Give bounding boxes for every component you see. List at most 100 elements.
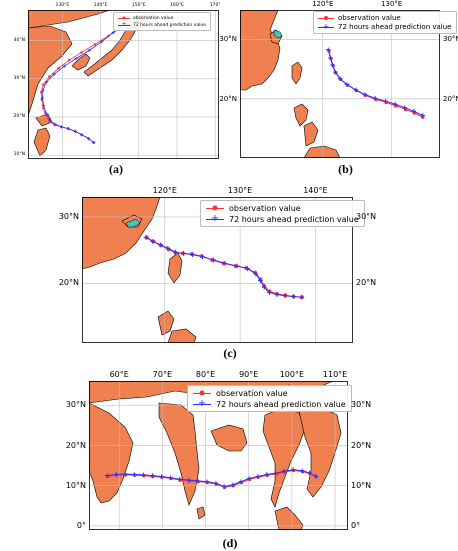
prediction-point [165, 245, 171, 251]
legend-prediction-label-b: 72 hours ahead prediction value [338, 23, 452, 31]
map-d [89, 381, 348, 530]
prediction-point [353, 87, 359, 93]
latitude-tick-label: 0° [351, 521, 361, 531]
longitude-tick-label: 80°E [195, 370, 216, 379]
prediction-point [190, 252, 196, 258]
prediction-point [41, 88, 45, 92]
legend-prediction-b: + 72 hours ahead prediction value [318, 23, 452, 31]
graticule-a [28, 10, 219, 159]
caption-a: (a) [109, 162, 123, 176]
prediction-point [62, 64, 66, 68]
prediction-point [330, 62, 335, 68]
prediction-point [195, 478, 200, 484]
prediction-point [372, 96, 378, 101]
prediction-point [332, 69, 338, 75]
prediction-point [48, 118, 52, 122]
legend-prediction-d: + 72 hours ahead prediction value [193, 399, 346, 409]
prediction-point [264, 472, 270, 477]
prediction-point [344, 82, 350, 87]
land-c [82, 197, 197, 343]
longitude-tick-label: 120°E [152, 186, 177, 195]
prediction-point [53, 122, 57, 126]
prediction-point [204, 479, 210, 484]
prediction-point [211, 257, 217, 263]
observation-point [80, 51, 83, 54]
prediction-point [362, 92, 368, 97]
longitude-tick-label: 100°E [279, 370, 305, 379]
graticule-b [240, 10, 440, 158]
map-frame [240, 10, 440, 158]
legend-observation-label-b: observation value [338, 14, 401, 22]
prediction-point [74, 56, 78, 61]
map-frame [28, 10, 219, 159]
legend-prediction-a: + 72 hours ahead prediction value [118, 22, 206, 28]
prediction-point [282, 293, 288, 299]
prediction-point [300, 468, 305, 474]
prediction-point [420, 113, 425, 118]
longitude-tick-label: 90°E [239, 370, 259, 379]
prediction-point [150, 239, 156, 244]
prediction-line [327, 49, 423, 116]
prediction-point [213, 481, 219, 486]
latitude-tick-label: 30°N [65, 400, 86, 410]
legend-observation-a: observation value [118, 15, 206, 21]
prediction-point [177, 477, 182, 482]
prediction-point [328, 55, 333, 61]
longitude-tick-label: 160°E [170, 2, 184, 8]
prediction-point [66, 127, 71, 131]
prediction-track-b [326, 47, 425, 118]
legend-observation-b: observation value [318, 14, 452, 22]
observation-point [48, 75, 51, 78]
map-b-canvas [240, 10, 440, 158]
prediction-point [52, 72, 56, 76]
observation-marker-c [206, 203, 224, 213]
prediction-point [221, 484, 227, 489]
longitude-tick-label: 140°E [93, 2, 108, 8]
latitude-tick-label: 30°N [351, 400, 372, 410]
observation-point [40, 90, 43, 94]
longitude-tick-label: 60°E [109, 370, 129, 379]
observation-point [67, 58, 71, 62]
prediction-track-c [143, 235, 305, 300]
longitude-tick-label: 140°E [303, 186, 328, 195]
latitude-tick-label: 0° [76, 521, 86, 531]
prediction-point [104, 473, 110, 478]
panel-c: observation value + 72 hours ahead predi… [40, 182, 420, 360]
observation-line [328, 50, 423, 118]
latitude-tick-label: 30°N [13, 76, 25, 82]
legend-observation-label-c: observation value [229, 203, 301, 213]
prediction-point [299, 294, 305, 300]
land-b [240, 10, 341, 158]
panel-b: observation value + 72 hours ahead predi… [219, 0, 458, 178]
prediction-point [168, 475, 173, 480]
prediction-point [274, 292, 280, 297]
prediction-point [172, 249, 178, 255]
longitude-tick-label: 70°E [152, 370, 172, 379]
observation-marker-a [118, 15, 130, 21]
latitude-tick-label: 20°N [58, 278, 79, 288]
longitude-tick-label: 130°E [227, 186, 253, 195]
prediction-point [157, 242, 163, 248]
prediction-point [80, 133, 84, 137]
prediction-point [245, 266, 251, 272]
longitude-tick-label: 150°E [131, 2, 146, 8]
map-a-canvas [28, 10, 219, 159]
prediction-point [92, 140, 96, 145]
observation-point [42, 83, 45, 86]
prediction-point [111, 30, 115, 35]
longitude-tick-label: 130°E [55, 2, 70, 8]
caption-d: (d) [222, 536, 238, 550]
prediction-point [87, 137, 91, 141]
legend-observation-label-a: observation value [133, 15, 174, 21]
prediction-line [42, 24, 125, 143]
longitude-tick-label: 130°E [381, 0, 403, 8]
prediction-point [150, 473, 155, 478]
map-d-canvas [89, 381, 348, 530]
prediction-point [123, 471, 128, 477]
legend-a: observation value + 72 hours ahead predi… [113, 12, 211, 31]
legend-observation-d: observation value [193, 388, 346, 398]
prediction-point [200, 254, 205, 260]
prediction-point [337, 76, 343, 81]
panel-d: observation value + 72 hours ahead predi… [45, 370, 415, 550]
latitude-tick-label: 20°N [351, 440, 372, 450]
